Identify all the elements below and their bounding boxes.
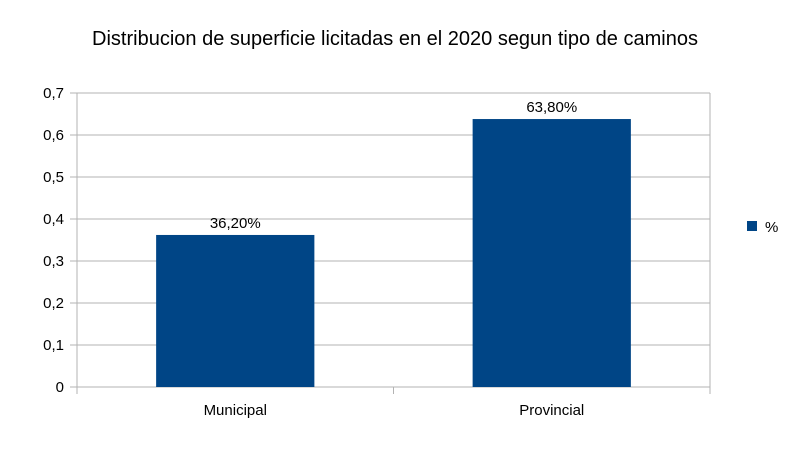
y-tick-label: 0,7: [43, 85, 64, 102]
data-labels: 36,20% 63,80%: [210, 99, 577, 232]
bars: [156, 119, 631, 387]
y-tick-label: 0,2: [43, 295, 64, 312]
bar-municipal: [156, 234, 315, 387]
data-label: 63,80%: [526, 99, 577, 116]
x-category-label: Municipal: [204, 402, 267, 419]
y-tick-label: 0,4: [43, 211, 64, 228]
x-axis-categories: Municipal Provincial: [204, 402, 585, 419]
y-tick-label: 0,5: [43, 169, 64, 186]
legend-swatch: [747, 221, 757, 231]
y-tick-label: 0,6: [43, 127, 64, 144]
chart-title: Distribucion de superficie licitadas en …: [92, 28, 698, 50]
y-tick-label: 0,1: [43, 337, 64, 354]
bar-provincial: [472, 119, 631, 387]
y-tick-label: 0,3: [43, 253, 64, 270]
legend: %: [747, 219, 778, 236]
y-axis-ticks: 0 0,1 0,2 0,3 0,4 0,5 0,6 0,7: [43, 85, 64, 396]
legend-label: %: [765, 219, 778, 236]
data-label: 36,20%: [210, 215, 261, 232]
x-category-label: Provincial: [519, 402, 584, 419]
y-tick-label: 0: [56, 379, 64, 396]
